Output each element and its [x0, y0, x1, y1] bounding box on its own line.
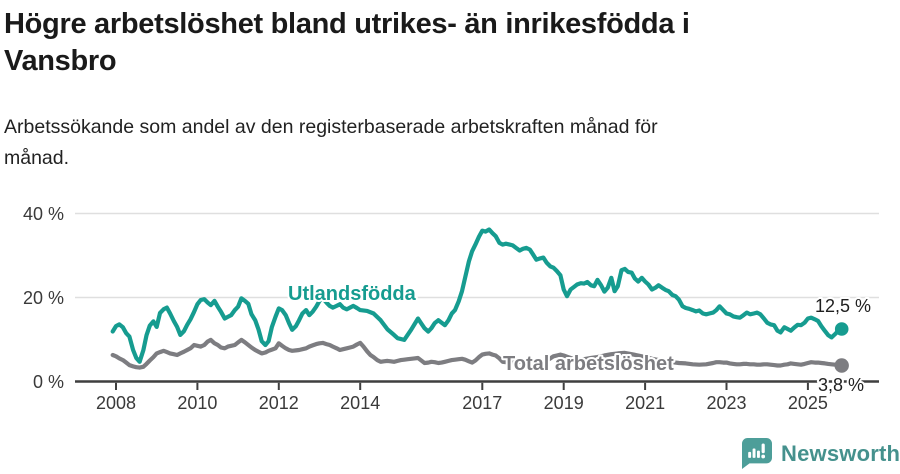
y-tick-label: 40 %	[23, 204, 64, 224]
exclamation-stem	[761, 443, 765, 454]
end-value-label-total: 3,8 %	[818, 375, 864, 395]
y-tick-label: 20 %	[23, 288, 64, 308]
chart-subtitle: Arbetssökande som andel av den registerb…	[4, 112, 658, 174]
y-tick-label: 0 %	[33, 372, 64, 392]
x-tick-label: 2010	[177, 393, 217, 413]
end-dot-total	[834, 358, 849, 373]
title-line-2: Vansbro	[4, 45, 117, 77]
series-label-total: Total arbetslöshet	[503, 353, 674, 375]
subtitle-line-1: Arbetssökande som andel av den registerb…	[4, 116, 658, 138]
end-value-label-utlandsfodda: 12,5 %	[815, 296, 871, 316]
series-label-utlandsfodda: Utlandsfödda	[288, 283, 417, 305]
title-line-1: Högre arbetslöshet bland utrikes- än inr…	[4, 8, 690, 40]
x-tick-label: 2014	[340, 393, 380, 413]
x-tick-label: 2023	[706, 393, 746, 413]
x-tick-label: 2019	[544, 393, 584, 413]
newsworthy-icon	[742, 438, 772, 469]
chart-title: Högre arbetslöshet bland utrikes- än inr…	[4, 6, 884, 80]
bar-2	[752, 448, 756, 458]
series-line-utlandsfodda	[110, 227, 844, 364]
x-tick-label: 2017	[462, 393, 502, 413]
series-line-total	[110, 337, 844, 370]
subtitle-line-2: månad.	[4, 147, 70, 169]
newsworthy-logo: Newsworthy	[742, 438, 900, 469]
bar-1	[748, 451, 752, 458]
bar-3	[757, 450, 760, 458]
x-tick-label: 2021	[625, 393, 665, 413]
chart-header: Högre arbetslöshet bland utrikes- än inr…	[4, 6, 884, 169]
x-tick-label: 2025	[788, 393, 828, 413]
end-dot-utlandsfodda	[834, 322, 849, 336]
newsworthy-wordmark: Newsworthy	[781, 440, 900, 466]
exclamation-dot	[761, 454, 766, 459]
x-tick-label: 2012	[259, 393, 299, 413]
x-tick-label: 2008	[96, 393, 136, 413]
